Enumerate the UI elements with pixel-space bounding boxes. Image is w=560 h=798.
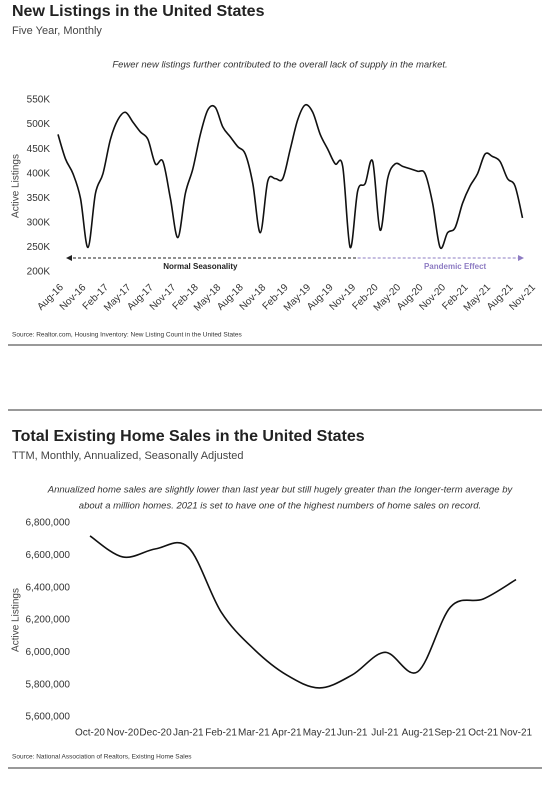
annotation: Pandemic Effect (424, 262, 487, 271)
x-tick-label: Feb-21 (205, 728, 237, 739)
y-tick-label: 200K (27, 267, 51, 278)
arrowhead (66, 255, 72, 261)
chart-note: about a million homes. 2021 is set to ha… (79, 501, 481, 512)
chart-title: New Listings in the United States (12, 3, 265, 20)
x-tick-label: May-21 (303, 728, 337, 739)
y-tick-label: 250K (27, 242, 51, 253)
y-tick-label: 6,800,000 (26, 518, 71, 529)
x-tick-label: Jun-21 (337, 728, 368, 739)
y-axis-label: Active Listings (11, 154, 22, 218)
y-tick-label: 500K (27, 119, 51, 130)
y-tick-label: 5,600,000 (26, 712, 71, 723)
y-tick-label: 550K (27, 95, 51, 106)
y-tick-label: 350K (27, 193, 51, 204)
y-tick-label: 5,800,000 (26, 679, 71, 690)
x-tick-label: Nov-21 (500, 728, 533, 739)
source: Source: National Association of Realtors… (12, 754, 192, 761)
chart-note: Annualized home sales are slightly lower… (47, 485, 514, 496)
x-tick-label: Aug-21 (402, 728, 435, 739)
x-tick-label: Apr-21 (272, 728, 302, 739)
y-tick-label: 6,200,000 (26, 615, 71, 626)
source: Source: Realtor.com, Housing Inventory: … (12, 332, 243, 339)
y-tick-label: 450K (27, 144, 51, 155)
x-tick-label: Jan-21 (173, 728, 204, 739)
x-tick-label: Mar-21 (238, 728, 270, 739)
chart-subtitle: Five Year, Monthly (12, 25, 102, 37)
line (89, 535, 517, 689)
annotation: Normal Seasonality (163, 262, 238, 271)
x-tick-label: Dec-20 (139, 728, 172, 739)
chart-title: Total Existing Home Sales in the United … (12, 428, 365, 445)
chart-subtitle: TTM, Monthly, Annualized, Seasonally Adj… (12, 450, 244, 462)
y-tick-label: 300K (27, 217, 51, 228)
y-tick-label: 6,600,000 (26, 550, 71, 561)
x-tick-label: Sep-21 (434, 728, 467, 739)
y-tick-label: 6,400,000 (26, 582, 71, 593)
x-tick-label: Oct-21 (468, 728, 498, 739)
line (57, 103, 524, 250)
y-tick-label: 6,000,000 (26, 647, 71, 658)
x-tick-label: Jul-21 (371, 728, 399, 739)
chart-note: Fewer new listings further contributed t… (112, 60, 447, 71)
y-axis-label: Active Listings (11, 588, 22, 652)
y-tick-label: 400K (27, 168, 51, 179)
arrowhead (518, 255, 524, 261)
x-tick-label: Oct-20 (75, 728, 105, 739)
x-tick-label: Nov-20 (107, 728, 140, 739)
